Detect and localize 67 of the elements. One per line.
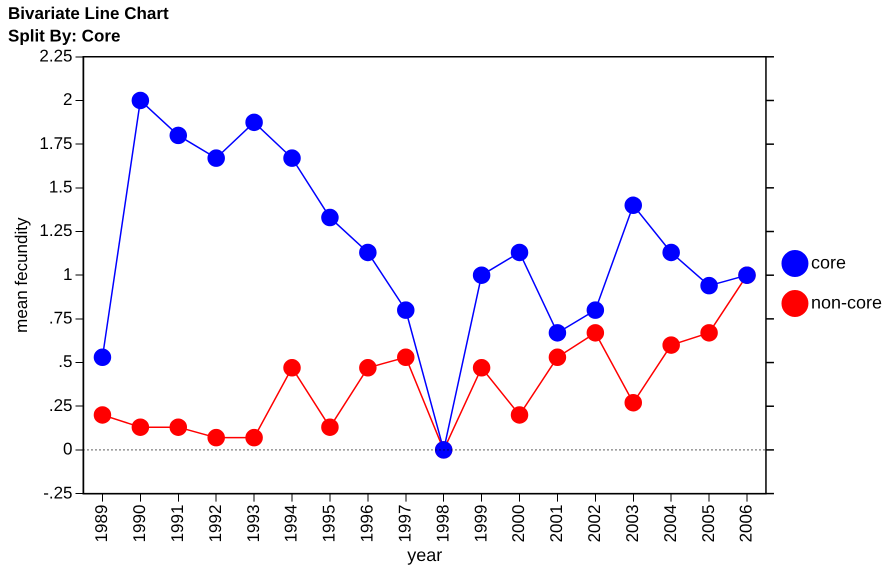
point bbox=[94, 406, 112, 424]
x-axis-title: year bbox=[407, 545, 442, 566]
x-tick-label: 1999 bbox=[471, 504, 490, 542]
x-tick-label: 1990 bbox=[130, 504, 150, 542]
x-tick-label: 2005 bbox=[698, 504, 718, 542]
point bbox=[662, 336, 680, 354]
point bbox=[94, 348, 112, 366]
y-tick-label: .5 bbox=[58, 352, 72, 372]
point bbox=[321, 418, 339, 436]
y-tick-label: 1.5 bbox=[48, 178, 72, 197]
x-tick-label: 2000 bbox=[509, 504, 528, 542]
point bbox=[624, 196, 642, 214]
point bbox=[283, 359, 301, 377]
y-tick-label: 1 bbox=[63, 264, 72, 284]
point bbox=[472, 359, 490, 377]
point bbox=[170, 418, 188, 436]
chart-subtitle: Split By: Core bbox=[8, 26, 120, 46]
point bbox=[586, 301, 604, 319]
x-tick-label: 1991 bbox=[168, 504, 187, 542]
legend-label: non-core bbox=[810, 292, 882, 312]
point bbox=[548, 324, 566, 342]
point bbox=[170, 126, 188, 144]
point bbox=[245, 428, 263, 446]
x-tick-label: 1989 bbox=[92, 504, 112, 542]
x-tick-label: 1993 bbox=[244, 504, 263, 542]
x-tick-label: 1998 bbox=[433, 504, 452, 542]
point bbox=[624, 394, 642, 412]
x-tick-label: 2003 bbox=[622, 504, 642, 542]
point bbox=[548, 348, 566, 366]
point bbox=[132, 92, 150, 110]
x-tick-label: 1992 bbox=[206, 504, 225, 542]
point bbox=[283, 149, 301, 167]
point bbox=[207, 149, 225, 167]
point bbox=[662, 244, 680, 262]
y-tick-label: 2.25 bbox=[39, 46, 72, 66]
y-tick-label: 2 bbox=[63, 90, 72, 110]
x-tick-label: 2004 bbox=[660, 504, 680, 542]
y-tick-label: .75 bbox=[48, 308, 72, 328]
x-tick-label: 2006 bbox=[736, 504, 756, 542]
point bbox=[472, 266, 490, 284]
x-tick-label: 1997 bbox=[395, 504, 414, 542]
point bbox=[700, 324, 718, 342]
point bbox=[321, 208, 339, 226]
y-tick-label: 1.75 bbox=[39, 134, 72, 153]
point bbox=[586, 324, 604, 342]
legend-label: core bbox=[810, 252, 846, 272]
point bbox=[207, 428, 225, 446]
point bbox=[359, 359, 377, 377]
y-tick-label: .25 bbox=[48, 396, 72, 415]
chart-title: Bivariate Line Chart bbox=[8, 4, 169, 23]
y-tick-label: -.25 bbox=[43, 483, 72, 502]
x-tick-label: 1994 bbox=[282, 504, 301, 542]
x-tick-label: 1996 bbox=[358, 504, 377, 542]
x-tick-label: 2002 bbox=[585, 504, 604, 542]
y-axis-title: mean fecundity bbox=[12, 217, 31, 333]
point bbox=[397, 348, 415, 366]
point bbox=[510, 244, 528, 262]
point bbox=[510, 406, 528, 424]
point bbox=[245, 114, 263, 132]
point bbox=[397, 301, 415, 319]
x-tick-label: 2001 bbox=[547, 504, 566, 542]
x-tick-label: 1995 bbox=[320, 504, 339, 542]
point bbox=[132, 418, 150, 436]
y-tick-label: 0 bbox=[63, 440, 72, 459]
point bbox=[359, 244, 377, 262]
point bbox=[700, 276, 718, 294]
y-tick-label: 1.25 bbox=[39, 221, 72, 240]
